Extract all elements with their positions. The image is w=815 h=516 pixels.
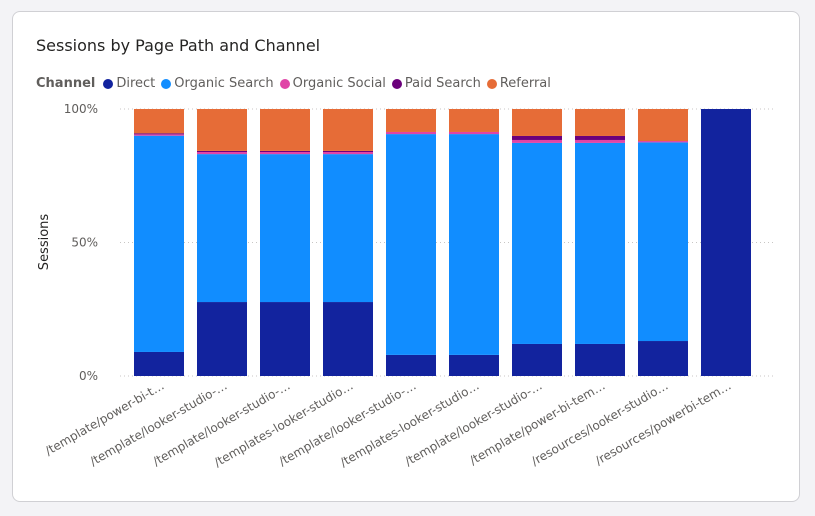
legend-label: Paid Search [404,76,481,91]
bar-segment-organic-social [260,151,310,155]
legend-item[interactable]: Direct [103,76,155,91]
y-axis-label: Sessions [37,214,52,271]
legend-marker [486,78,497,89]
bar-segment-paid-search [197,150,247,152]
bar-segment-referral [134,109,184,134]
bar-segment-referral [386,109,436,132]
y-tick-label: 100% [64,102,98,116]
bar-segment-organic-search [323,154,373,303]
legend-marker [161,78,172,89]
bar-segment-referral [638,109,688,142]
bar-segment-organic-social [134,134,184,136]
bar-segment-direct [638,341,688,376]
y-tick-label: 50% [71,236,98,250]
legend-marker [103,78,114,89]
legend: Channel Direct Organic Search Organic Soci… [36,76,557,91]
legend-label: Organic Search [174,76,274,91]
bar-segment-direct [449,354,499,376]
bar-segment-organic-social [638,141,688,143]
bar-segment-organic-social [575,139,625,143]
legend-label: Direct [116,76,156,91]
bar-segment-organic-social [197,151,247,155]
bar-segment-organic-search [197,154,247,303]
bar-segment-organic-search [260,154,310,303]
bar-segment-organic-search [449,134,499,355]
legend-item[interactable]: Paid Search [391,76,481,91]
bar-segment-organic-social [512,139,562,143]
bar-segment-referral [197,109,247,151]
bar-segment-direct [512,343,562,376]
bar-segment-paid-search [323,150,373,152]
bar-segment-organic-search [512,142,562,344]
bar-segment-referral [323,109,373,151]
bar-segment-direct [386,354,436,376]
bar-segment-referral [512,109,562,136]
legend-item[interactable]: Referral [486,76,551,91]
bar-segment-paid-search [260,150,310,152]
bar-segment-organic-search [638,142,688,342]
bar-segment-paid-search [134,133,184,135]
legend-label: Referral [499,76,551,91]
bar-segment-paid-search [575,135,625,140]
bar-segment-direct [260,302,310,376]
legend-marker [391,78,402,89]
legend-item[interactable]: Organic Social [279,76,386,91]
bar-segment-direct [575,343,625,376]
bar-segment-direct [323,302,373,376]
bar-segment-organic-social [449,131,499,135]
chart-title: Sessions by Page Path and Channel [36,36,321,55]
bar-segment-organic-social [323,151,373,155]
bar-segment-direct [134,351,184,376]
bar-segment-direct [701,109,751,376]
legend-item[interactable]: Organic Search [161,76,274,91]
bar-segment-paid-search [512,135,562,140]
bar-segment-referral [449,109,499,132]
bar-segment-referral [260,109,310,151]
bar-segment-organic-search [575,142,625,344]
legend-label: Organic Social [292,76,386,91]
bar-segment-organic-search [134,135,184,352]
bar-segment-organic-search [386,134,436,355]
bar-segment-direct [197,302,247,376]
bar-segment-organic-social [386,131,436,135]
legend-marker [279,78,290,89]
y-tick-label: 0% [79,369,98,383]
legend-title: Channel [36,76,96,91]
bar-segment-referral [575,109,625,136]
